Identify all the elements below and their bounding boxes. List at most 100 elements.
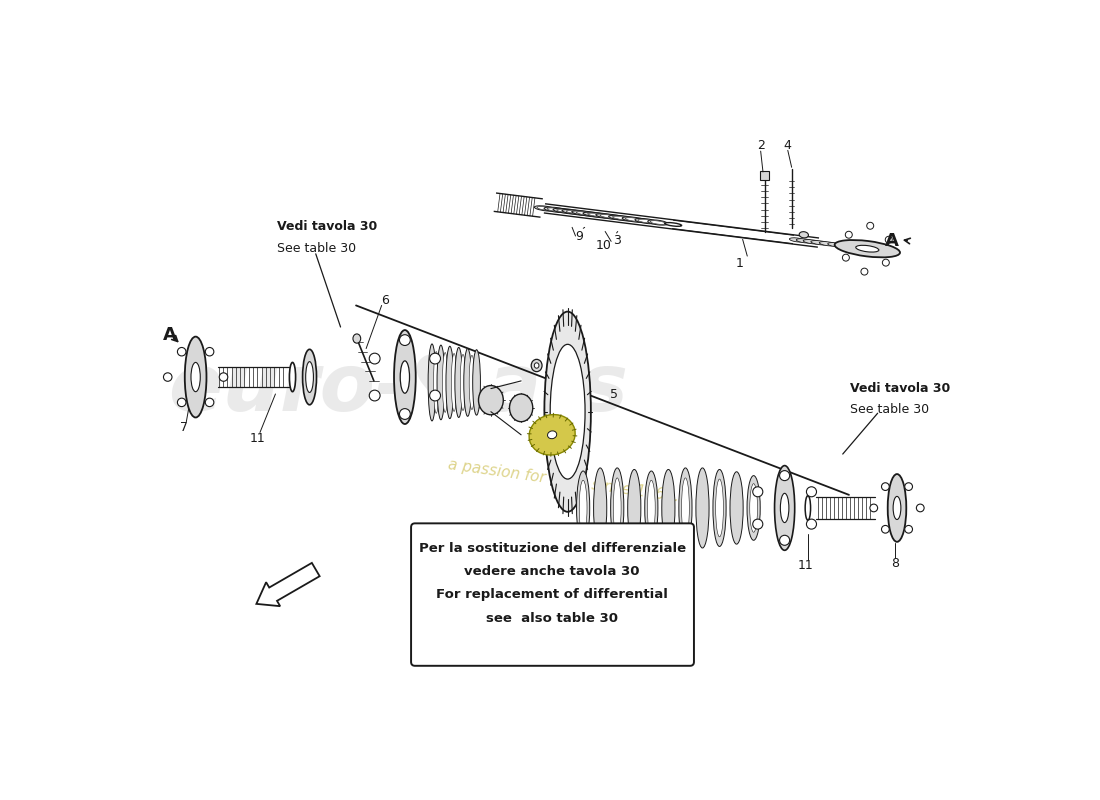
Ellipse shape bbox=[580, 480, 587, 536]
Ellipse shape bbox=[796, 238, 813, 243]
Text: euro-: euro- bbox=[168, 350, 409, 427]
Text: 3: 3 bbox=[613, 234, 620, 247]
Ellipse shape bbox=[679, 468, 692, 548]
Ellipse shape bbox=[610, 468, 624, 548]
Ellipse shape bbox=[306, 362, 313, 393]
Ellipse shape bbox=[553, 208, 582, 214]
Circle shape bbox=[845, 231, 853, 238]
Circle shape bbox=[177, 347, 186, 356]
Ellipse shape bbox=[650, 221, 666, 224]
Text: vedere anche tavola 30: vedere anche tavola 30 bbox=[464, 566, 640, 578]
Ellipse shape bbox=[696, 468, 710, 548]
Text: ♥: ♥ bbox=[409, 351, 477, 426]
Ellipse shape bbox=[811, 241, 829, 245]
Circle shape bbox=[806, 519, 816, 529]
Ellipse shape bbox=[805, 496, 811, 520]
Ellipse shape bbox=[893, 496, 901, 519]
Ellipse shape bbox=[635, 218, 658, 224]
Text: 1: 1 bbox=[736, 258, 744, 270]
Ellipse shape bbox=[623, 217, 648, 222]
Ellipse shape bbox=[803, 240, 822, 244]
Text: 8: 8 bbox=[891, 557, 900, 570]
Ellipse shape bbox=[645, 471, 658, 545]
Ellipse shape bbox=[535, 206, 556, 211]
Ellipse shape bbox=[628, 470, 641, 546]
Circle shape bbox=[219, 373, 228, 382]
Ellipse shape bbox=[576, 212, 604, 216]
Ellipse shape bbox=[608, 215, 639, 222]
Ellipse shape bbox=[535, 363, 539, 368]
Circle shape bbox=[370, 390, 381, 401]
Ellipse shape bbox=[750, 484, 758, 532]
Ellipse shape bbox=[446, 346, 453, 418]
Text: a passion for cars  since 196...: a passion for cars since 196... bbox=[448, 458, 680, 505]
Ellipse shape bbox=[529, 414, 575, 455]
Circle shape bbox=[870, 504, 878, 512]
Circle shape bbox=[916, 504, 924, 512]
Ellipse shape bbox=[566, 210, 592, 215]
Circle shape bbox=[843, 254, 849, 261]
Circle shape bbox=[881, 482, 889, 490]
Ellipse shape bbox=[614, 478, 622, 538]
Ellipse shape bbox=[531, 359, 542, 372]
Ellipse shape bbox=[464, 349, 472, 416]
Ellipse shape bbox=[856, 246, 879, 252]
Ellipse shape bbox=[576, 471, 590, 545]
Ellipse shape bbox=[460, 354, 465, 410]
Ellipse shape bbox=[800, 232, 808, 238]
Ellipse shape bbox=[394, 330, 416, 424]
Ellipse shape bbox=[600, 214, 626, 219]
Ellipse shape bbox=[428, 344, 436, 421]
Ellipse shape bbox=[185, 337, 207, 418]
Ellipse shape bbox=[478, 386, 504, 414]
Ellipse shape bbox=[587, 213, 615, 218]
Ellipse shape bbox=[713, 470, 726, 546]
Circle shape bbox=[206, 347, 213, 356]
Ellipse shape bbox=[544, 311, 591, 512]
Circle shape bbox=[905, 482, 913, 490]
Circle shape bbox=[861, 268, 868, 275]
Text: For replacement of differential: For replacement of differential bbox=[437, 589, 668, 602]
Ellipse shape bbox=[780, 494, 789, 522]
Ellipse shape bbox=[191, 362, 200, 392]
Circle shape bbox=[399, 409, 410, 419]
Ellipse shape bbox=[451, 354, 456, 411]
FancyBboxPatch shape bbox=[411, 523, 694, 666]
Circle shape bbox=[780, 535, 790, 546]
Circle shape bbox=[752, 519, 762, 529]
Ellipse shape bbox=[747, 476, 760, 540]
Ellipse shape bbox=[613, 216, 636, 220]
Circle shape bbox=[430, 390, 440, 401]
Text: Vedi tavola 30: Vedi tavola 30 bbox=[277, 221, 377, 234]
Text: ars: ars bbox=[486, 350, 628, 427]
Ellipse shape bbox=[835, 240, 900, 258]
Text: See table 30: See table 30 bbox=[277, 242, 356, 255]
Ellipse shape bbox=[302, 350, 317, 405]
Text: 4: 4 bbox=[784, 139, 792, 152]
Ellipse shape bbox=[790, 238, 805, 242]
Ellipse shape bbox=[820, 242, 836, 246]
Ellipse shape bbox=[596, 214, 629, 220]
Circle shape bbox=[882, 259, 889, 266]
Circle shape bbox=[370, 353, 381, 364]
Ellipse shape bbox=[664, 222, 682, 226]
Text: A: A bbox=[886, 232, 899, 250]
Text: 7: 7 bbox=[180, 421, 188, 434]
Ellipse shape bbox=[289, 362, 296, 392]
Circle shape bbox=[886, 236, 892, 243]
Ellipse shape bbox=[662, 470, 675, 546]
Ellipse shape bbox=[828, 242, 843, 247]
Circle shape bbox=[164, 373, 172, 382]
Text: see  also table 30: see also table 30 bbox=[486, 611, 618, 625]
Circle shape bbox=[399, 334, 410, 346]
Ellipse shape bbox=[730, 472, 744, 544]
Ellipse shape bbox=[648, 480, 656, 536]
Ellipse shape bbox=[544, 207, 569, 213]
Ellipse shape bbox=[583, 212, 620, 218]
Text: 6: 6 bbox=[382, 294, 389, 306]
Text: 11: 11 bbox=[250, 432, 265, 445]
Ellipse shape bbox=[557, 210, 579, 214]
Circle shape bbox=[806, 486, 816, 497]
Circle shape bbox=[881, 526, 889, 533]
Circle shape bbox=[430, 353, 440, 364]
